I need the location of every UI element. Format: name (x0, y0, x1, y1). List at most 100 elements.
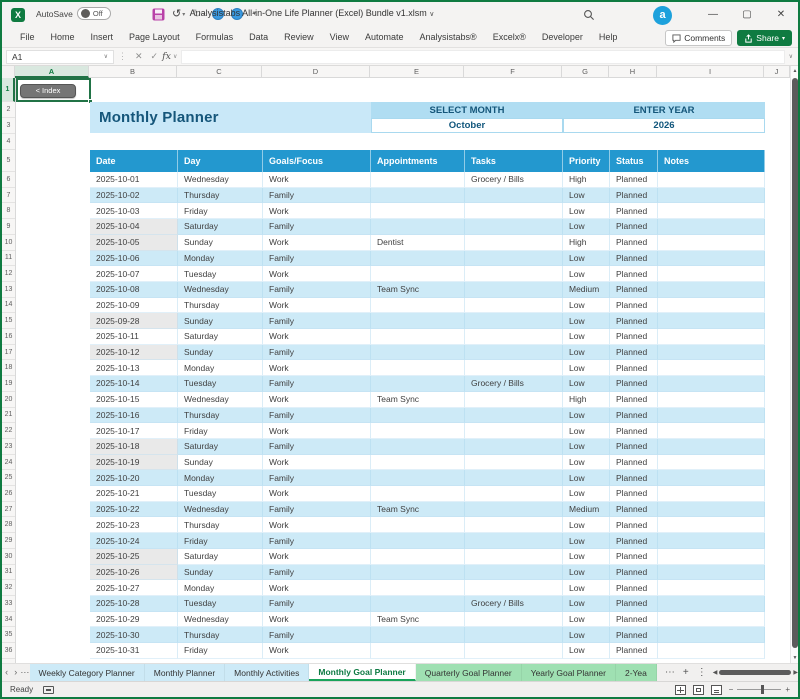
cell-priority[interactable]: High (563, 172, 610, 188)
cell-status[interactable]: Planned (610, 345, 658, 361)
cell-priority[interactable]: Low (563, 439, 610, 455)
autosave-switch[interactable]: Off (77, 7, 111, 20)
cell-priority[interactable]: Low (563, 219, 610, 235)
cell-day[interactable]: Monday (178, 580, 263, 596)
cell-date[interactable]: 2025-10-03 (90, 203, 178, 219)
cell-priority[interactable]: Low (563, 486, 610, 502)
cell-date[interactable]: 2025-10-21 (90, 486, 178, 502)
formula-input[interactable] (181, 50, 784, 64)
row-header-24[interactable]: 24 (2, 455, 15, 471)
row-header-23[interactable]: 23 (2, 439, 15, 455)
row-header-1[interactable]: 1 (2, 78, 15, 102)
cell-notes[interactable] (658, 627, 765, 643)
cell-notes[interactable] (658, 470, 765, 486)
row-header-14[interactable]: 14 (2, 298, 15, 314)
row-header-16[interactable]: 16 (2, 329, 15, 345)
table-row[interactable]: 2025-10-23ThursdayWorkLowPlanned (90, 517, 765, 533)
row-header-11[interactable]: 11 (2, 251, 15, 267)
table-row[interactable]: 2025-10-09ThursdayWorkLowPlanned (90, 298, 765, 314)
cell-date[interactable]: 2025-10-31 (90, 643, 178, 659)
cell-date[interactable]: 2025-10-09 (90, 298, 178, 314)
sheet-grid[interactable]: < Index Monthly Planner SELECT MONTH Oct… (16, 78, 790, 663)
cell-date[interactable]: 2025-10-18 (90, 439, 178, 455)
cell-notes[interactable] (658, 549, 765, 565)
close-button[interactable]: ✕ (764, 2, 798, 28)
row-header-9[interactable]: 9 (2, 219, 15, 235)
scroll-right-icon[interactable]: ▶ (793, 669, 798, 676)
window-title[interactable]: Analysistabs All-in-One Life Planner (Ex… (182, 8, 442, 18)
cell-appointments[interactable] (371, 423, 465, 439)
table-row[interactable]: 2025-10-14TuesdayFamilyGrocery / BillsLo… (90, 376, 765, 392)
cell-tasks[interactable]: Grocery / Bills (465, 376, 563, 392)
cell-date[interactable]: 2025-10-17 (90, 423, 178, 439)
sheet-tab-2-yea[interactable]: 2-Yea (616, 664, 657, 681)
table-row[interactable]: 2025-10-13MondayWorkLowPlanned (90, 360, 765, 376)
cell-notes[interactable] (658, 580, 765, 596)
cell-day[interactable]: Tuesday (178, 376, 263, 392)
cell-day[interactable]: Friday (178, 423, 263, 439)
cell-status[interactable]: Planned (610, 455, 658, 471)
cell-status[interactable]: Planned (610, 392, 658, 408)
menu-tab-insert[interactable]: Insert (83, 28, 122, 47)
cell-priority[interactable]: Low (563, 455, 610, 471)
row-header-26[interactable]: 26 (2, 486, 15, 502)
cell-day[interactable]: Sunday (178, 235, 263, 251)
cell-goals-focus[interactable]: Work (263, 266, 371, 282)
cell-goals-focus[interactable]: Family (263, 502, 371, 518)
cell-day[interactable]: Wednesday (178, 612, 263, 628)
cell-goals-focus[interactable]: Work (263, 360, 371, 376)
cell-day[interactable]: Friday (178, 533, 263, 549)
zoom-out-button[interactable]: − (729, 685, 734, 694)
cell-notes[interactable] (658, 392, 765, 408)
cell-priority[interactable]: Low (563, 627, 610, 643)
table-row[interactable]: 2025-10-06MondayFamilyLowPlanned (90, 251, 765, 267)
cell-priority[interactable]: Low (563, 251, 610, 267)
cell-status[interactable]: Planned (610, 282, 658, 298)
cell-tasks[interactable] (465, 455, 563, 471)
cell-priority[interactable]: Low (563, 345, 610, 361)
cell-status[interactable]: Planned (610, 517, 658, 533)
cell-appointments[interactable] (371, 188, 465, 204)
cell-tasks[interactable] (465, 235, 563, 251)
cell-status[interactable]: Planned (610, 470, 658, 486)
cell-tasks[interactable] (465, 533, 563, 549)
cell-priority[interactable]: Low (563, 203, 610, 219)
cell-goals-focus[interactable]: Family (263, 188, 371, 204)
cell-day[interactable]: Sunday (178, 455, 263, 471)
cell-appointments[interactable] (371, 298, 465, 314)
cell-appointments[interactable] (371, 172, 465, 188)
cell-goals-focus[interactable]: Family (263, 470, 371, 486)
cell-tasks[interactable] (465, 251, 563, 267)
table-row[interactable]: 2025-10-24FridayFamilyLowPlanned (90, 533, 765, 549)
table-row[interactable]: 2025-10-04SaturdayFamilyLowPlanned (90, 219, 765, 235)
zoom-slider[interactable] (737, 689, 781, 690)
cell-status[interactable]: Planned (610, 643, 658, 659)
cell-tasks[interactable] (465, 486, 563, 502)
cell-goals-focus[interactable]: Work (263, 203, 371, 219)
cell-day[interactable]: Wednesday (178, 392, 263, 408)
cell-day[interactable]: Thursday (178, 627, 263, 643)
cell-goals-focus[interactable]: Work (263, 517, 371, 533)
row-header-31[interactable]: 31 (2, 565, 15, 581)
menu-tab-view[interactable]: View (322, 28, 357, 47)
cell-status[interactable]: Planned (610, 423, 658, 439)
cell-status[interactable]: Planned (610, 266, 658, 282)
cell-tasks[interactable] (465, 298, 563, 314)
row-header-20[interactable]: 20 (2, 392, 15, 408)
table-row[interactable]: 2025-10-03FridayWorkLowPlanned (90, 203, 765, 219)
sheet-tab-monthly-activities[interactable]: Monthly Activities (225, 664, 309, 681)
cell-notes[interactable] (658, 313, 765, 329)
table-row[interactable]: 2025-10-18SaturdayFamilyLowPlanned (90, 439, 765, 455)
cell-tasks[interactable] (465, 502, 563, 518)
row-header-21[interactable]: 21 (2, 408, 15, 424)
cell-status[interactable]: Planned (610, 439, 658, 455)
cell-notes[interactable] (658, 517, 765, 533)
horizontal-scrollbar[interactable]: ◀ ▶ (713, 664, 798, 681)
cell-date[interactable]: 2025-10-13 (90, 360, 178, 376)
row-header-33[interactable]: 33 (2, 596, 15, 612)
cell-priority[interactable]: High (563, 235, 610, 251)
search-icon[interactable] (583, 9, 595, 21)
row-header-17[interactable]: 17 (2, 345, 15, 361)
cell-date[interactable]: 2025-10-30 (90, 627, 178, 643)
cell-date[interactable]: 2025-10-28 (90, 596, 178, 612)
